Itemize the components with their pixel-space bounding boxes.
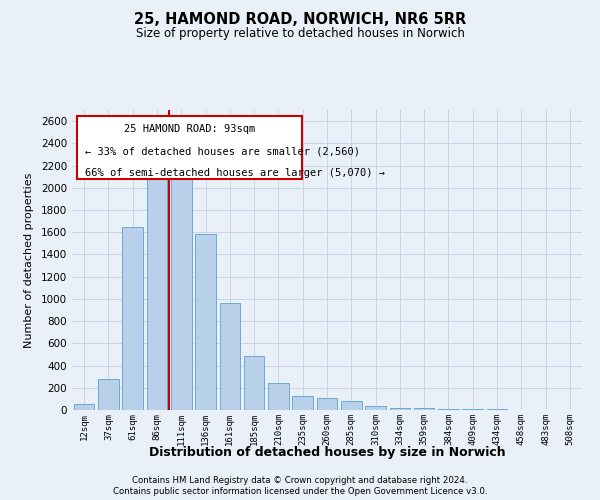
Text: Size of property relative to detached houses in Norwich: Size of property relative to detached ho… <box>136 28 464 40</box>
Bar <box>220 304 240 410</box>
Bar <box>414 408 434 410</box>
Bar <box>438 409 459 410</box>
Bar <box>341 401 362 410</box>
Bar <box>317 398 337 410</box>
Bar <box>171 171 191 410</box>
Bar <box>74 404 94 410</box>
Bar <box>146 176 167 410</box>
Y-axis label: Number of detached properties: Number of detached properties <box>24 172 34 348</box>
Text: 25 HAMOND ROAD: 93sqm: 25 HAMOND ROAD: 93sqm <box>124 124 255 134</box>
Bar <box>292 396 313 410</box>
Bar <box>98 380 119 410</box>
Text: ← 33% of detached houses are smaller (2,560): ← 33% of detached houses are smaller (2,… <box>85 146 360 156</box>
FancyBboxPatch shape <box>77 116 302 179</box>
Bar <box>122 226 143 410</box>
Text: 25, HAMOND ROAD, NORWICH, NR6 5RR: 25, HAMOND ROAD, NORWICH, NR6 5RR <box>134 12 466 28</box>
Bar <box>195 234 216 410</box>
Bar <box>389 408 410 410</box>
Text: Contains HM Land Registry data © Crown copyright and database right 2024.: Contains HM Land Registry data © Crown c… <box>132 476 468 485</box>
Text: Distribution of detached houses by size in Norwich: Distribution of detached houses by size … <box>149 446 505 459</box>
Bar <box>365 406 386 410</box>
Text: Contains public sector information licensed under the Open Government Licence v3: Contains public sector information licen… <box>113 487 487 496</box>
Bar <box>268 383 289 410</box>
Text: 66% of semi-detached houses are larger (5,070) →: 66% of semi-detached houses are larger (… <box>85 168 385 178</box>
Bar <box>463 409 483 410</box>
Bar <box>244 356 265 410</box>
